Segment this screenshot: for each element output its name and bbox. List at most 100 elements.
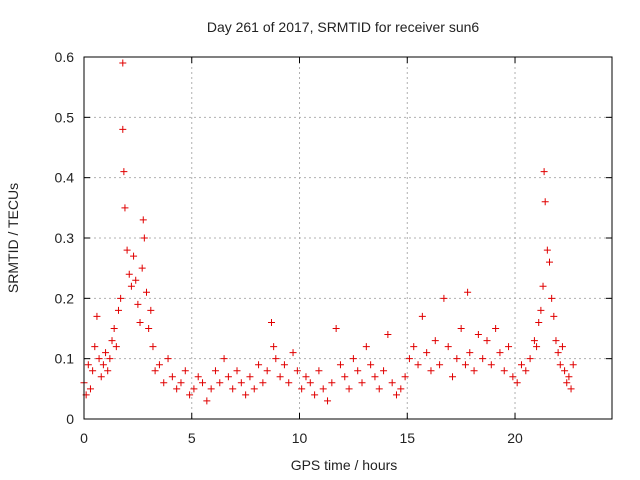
data-point bbox=[114, 306, 122, 314]
data-point bbox=[259, 379, 267, 387]
data-point bbox=[276, 373, 284, 381]
data-point bbox=[120, 168, 128, 176]
data-point bbox=[199, 379, 207, 387]
chart-title: Day 261 of 2017, SRMTID for receiver sun… bbox=[207, 19, 480, 35]
data-point bbox=[362, 343, 370, 351]
data-point bbox=[546, 258, 554, 266]
y-axis-label: SRMTID / TECUs bbox=[5, 183, 21, 293]
data-point bbox=[461, 361, 469, 369]
data-point bbox=[102, 349, 110, 357]
data-point bbox=[110, 325, 118, 332]
data-point bbox=[186, 391, 194, 399]
data-point bbox=[233, 367, 241, 375]
data-point bbox=[505, 343, 513, 351]
x-tick-label: 20 bbox=[507, 430, 523, 446]
data-point bbox=[470, 367, 478, 375]
data-point bbox=[483, 337, 491, 345]
data-point bbox=[220, 355, 228, 363]
data-point bbox=[181, 367, 189, 375]
data-point bbox=[117, 294, 125, 302]
data-point bbox=[99, 361, 107, 369]
data-point bbox=[285, 379, 293, 387]
data-point bbox=[509, 373, 517, 381]
data-point bbox=[449, 373, 457, 381]
data-point bbox=[466, 349, 474, 357]
data-point bbox=[431, 337, 439, 345]
data-point bbox=[324, 397, 332, 405]
x-tick-label: 0 bbox=[80, 430, 88, 446]
data-point bbox=[112, 343, 120, 351]
data-point bbox=[97, 373, 105, 381]
data-point bbox=[84, 361, 92, 369]
x-axis-label: GPS time / hours bbox=[291, 457, 398, 473]
data-point bbox=[565, 373, 573, 381]
y-tick-label: 0.4 bbox=[55, 170, 75, 186]
data-point bbox=[272, 355, 280, 363]
data-point bbox=[474, 331, 482, 339]
data-point bbox=[106, 355, 114, 363]
data-point bbox=[354, 367, 362, 375]
data-point bbox=[556, 361, 564, 369]
x-tick-label: 15 bbox=[399, 430, 415, 446]
data-point bbox=[123, 246, 131, 254]
data-point bbox=[479, 355, 487, 363]
data-point bbox=[155, 361, 163, 369]
data-point bbox=[464, 288, 472, 296]
tick-layer: 0 5 10 15 20 0 0.1 0.2 0.3 0.4 0.5 0.6 bbox=[55, 49, 612, 446]
data-point bbox=[289, 349, 297, 357]
data-point bbox=[332, 325, 340, 332]
data-point bbox=[550, 312, 558, 320]
data-point bbox=[500, 367, 508, 375]
data-point bbox=[211, 367, 219, 375]
data-point bbox=[397, 385, 405, 393]
data-point bbox=[440, 294, 448, 302]
data-point bbox=[86, 385, 94, 393]
data-point bbox=[561, 367, 569, 375]
data-point bbox=[328, 379, 336, 387]
data-point bbox=[177, 379, 185, 387]
data-point bbox=[267, 318, 275, 326]
data-point bbox=[173, 385, 181, 393]
x-tick-label: 5 bbox=[188, 430, 196, 446]
data-point bbox=[375, 385, 383, 393]
data-points bbox=[80, 59, 577, 405]
data-point bbox=[548, 294, 556, 302]
data-point bbox=[190, 385, 198, 393]
data-point bbox=[436, 361, 444, 369]
y-tick-label: 0 bbox=[66, 411, 74, 427]
data-point bbox=[427, 367, 435, 375]
data-point bbox=[418, 312, 426, 320]
data-point bbox=[457, 325, 465, 332]
data-point bbox=[293, 367, 301, 375]
data-point bbox=[541, 198, 549, 206]
data-point bbox=[136, 318, 144, 326]
data-point bbox=[349, 355, 357, 363]
data-point bbox=[371, 373, 379, 381]
data-point bbox=[194, 373, 202, 381]
data-point bbox=[539, 282, 547, 290]
x-tick-label: 10 bbox=[292, 430, 308, 446]
data-point bbox=[315, 367, 323, 375]
data-point bbox=[140, 234, 148, 242]
plot-frame bbox=[83, 56, 613, 420]
y-tick-label: 0.6 bbox=[55, 49, 75, 65]
data-point bbox=[270, 343, 278, 351]
data-point bbox=[487, 361, 495, 369]
data-point bbox=[496, 349, 504, 357]
data-point bbox=[130, 252, 138, 260]
data-point bbox=[149, 343, 157, 351]
data-point bbox=[345, 385, 353, 393]
data-point bbox=[517, 361, 525, 369]
data-point bbox=[569, 361, 577, 369]
y-tick-label: 0.3 bbox=[55, 230, 75, 246]
data-point bbox=[139, 216, 147, 224]
data-point bbox=[423, 349, 431, 357]
data-point bbox=[142, 288, 150, 296]
data-point bbox=[444, 343, 452, 351]
data-point bbox=[203, 397, 211, 405]
data-point bbox=[306, 379, 314, 387]
data-point bbox=[121, 204, 129, 212]
data-point bbox=[160, 379, 168, 387]
